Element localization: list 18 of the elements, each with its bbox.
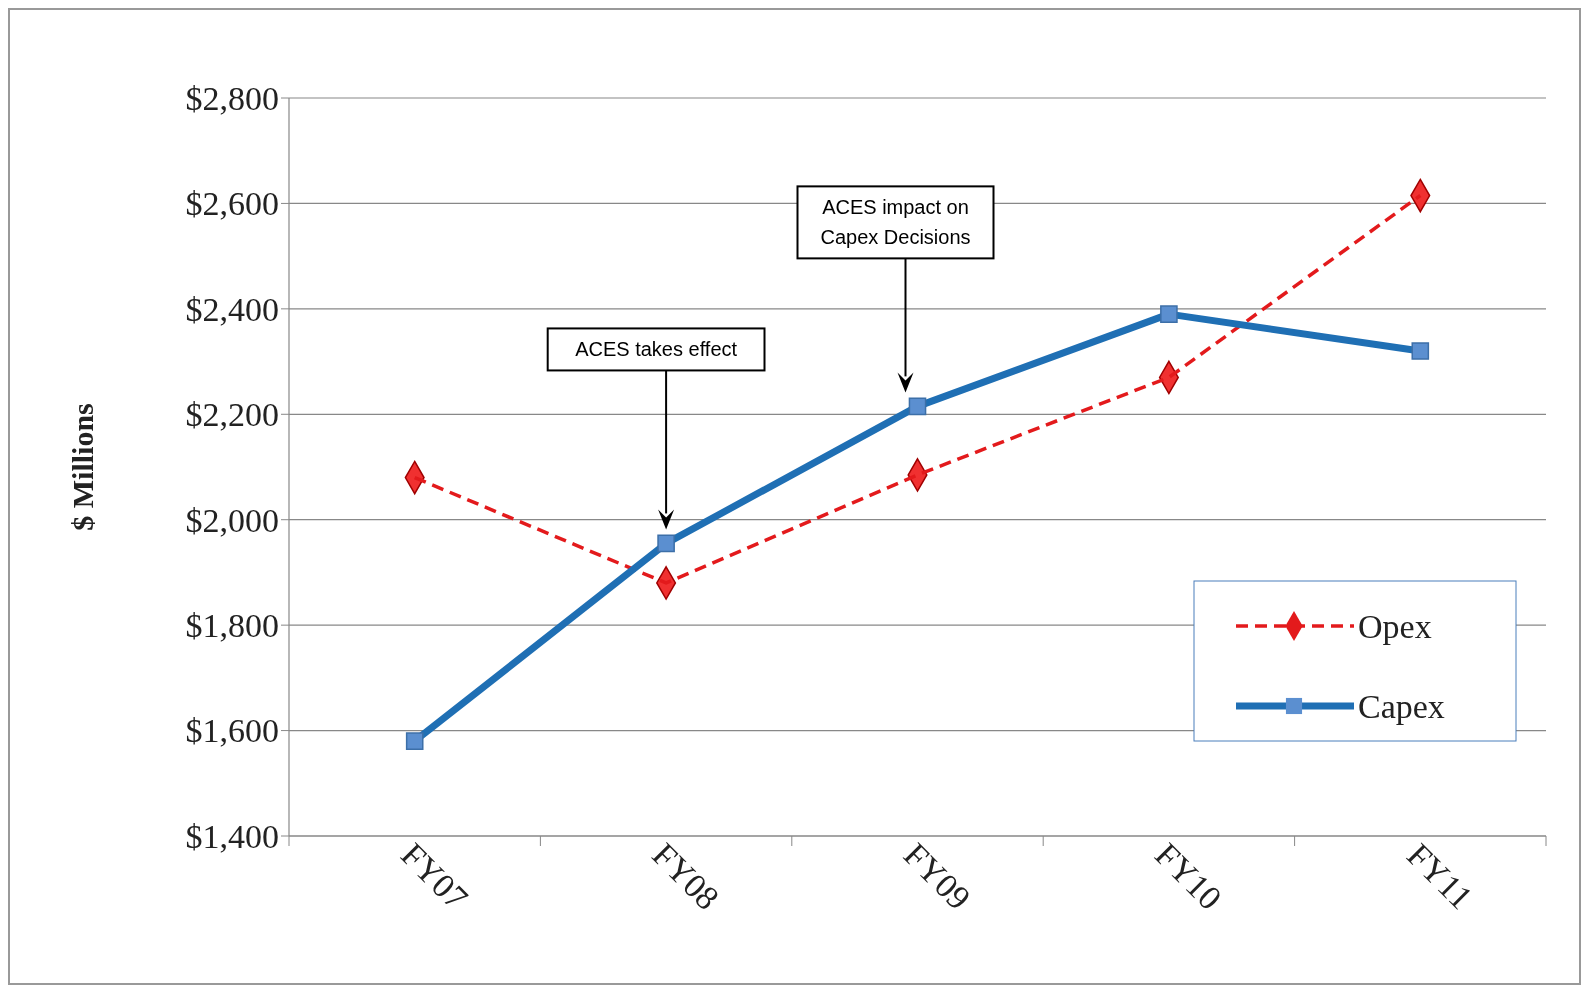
legend-label: Capex [1358,687,1445,725]
y-tick-label: $1,800 [185,607,279,645]
y-tick-label: $1,400 [185,817,279,855]
annotation: ACES takes effect [575,338,738,361]
annotation: ACES impact on Capex Decisions [820,196,971,249]
y-tick-label: $2,800 [185,79,279,117]
y-tick-label: $1,600 [185,712,279,750]
point [657,534,675,553]
y-tick-label: $2,200 [185,396,279,434]
legend-label: Opex [1358,607,1432,645]
point [908,397,927,416]
y-axis-title: $ Millions [66,403,99,531]
point [405,732,424,750]
y-tick-label: $2,000 [185,501,279,539]
y-tick-label: $2,400 [185,290,279,328]
y-tick-label: $2,600 [185,185,279,223]
point [1160,305,1178,323]
point [1411,342,1430,360]
